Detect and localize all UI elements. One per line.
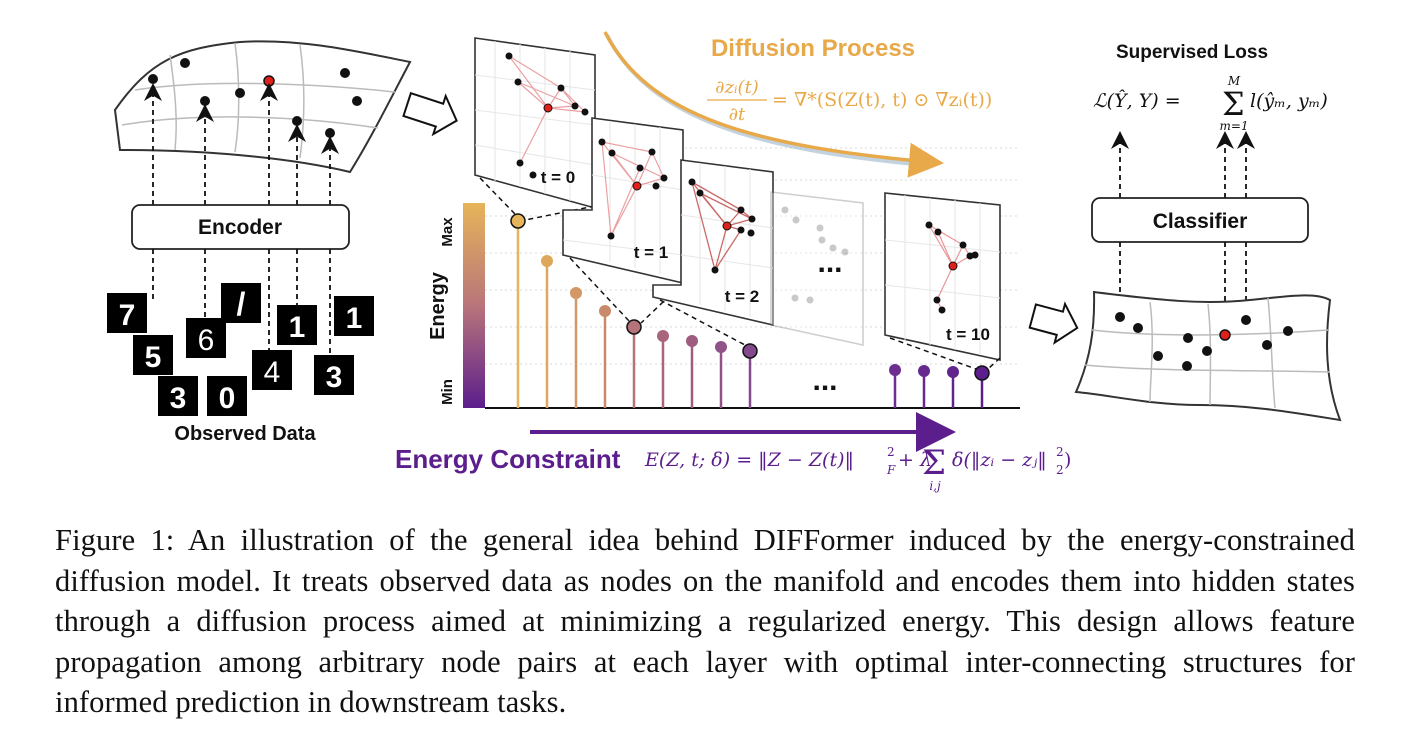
right-manifold — [1074, 290, 1342, 422]
energy-eq-sub: F — [886, 463, 896, 477]
time-label: t = 2 — [725, 287, 760, 306]
energy-eq-mid: + λ — [898, 449, 932, 471]
observed-digits: 7 5 6 / 3 0 4 1 3 1 — [107, 283, 374, 416]
node — [325, 128, 335, 138]
node — [1133, 323, 1143, 333]
diffusion-equation: ∂zᵢ(t) ∂t = ∇*(S(Z(t), t) ⊙ ∇zᵢ(t)) — [707, 77, 992, 125]
loss-eq-sum-top: M — [1227, 74, 1241, 88]
digit-tile: 3 — [326, 361, 343, 394]
energy-eq-rhs: δ(‖zᵢ − zⱼ‖ — [952, 449, 1047, 471]
digit-tile: 1 — [289, 311, 306, 344]
energy-point — [510, 213, 526, 229]
diffusion-eq-den: ∂t — [729, 104, 746, 125]
left-manifold — [113, 40, 412, 174]
time-label: t = 0 — [541, 168, 576, 187]
energy-point — [742, 343, 758, 359]
time-label: t = 10 — [946, 325, 990, 344]
digit-tile: 4 — [264, 356, 281, 389]
encoder-label: Encoder — [198, 216, 282, 239]
loss-eq-rhs: l(ŷₘ, yₘ) — [1250, 90, 1328, 112]
digit-tile: / — [237, 286, 246, 322]
digit-tile: 5 — [145, 341, 162, 374]
energy-colorbar — [463, 203, 485, 408]
snapshot-t2: t = 2 — [652, 159, 774, 327]
energy-ellipsis: ... — [812, 364, 837, 397]
energy-point — [599, 305, 611, 317]
node — [1153, 351, 1163, 361]
node — [352, 96, 362, 106]
loss-eq-sum: Σ — [1222, 85, 1245, 123]
figure-illustration: Encoder 7 5 6 / 3 0 4 1 3 1 Observed Dat… — [107, 31, 1342, 493]
diffusion-eq-rhs: = ∇*(S(Z(t), t) ⊙ ∇zᵢ(t)) — [772, 89, 992, 111]
energy-eq-sum-bottom: i,j — [929, 479, 941, 493]
energy-eq-rhs-sub: 2 — [1056, 463, 1064, 477]
energy-equation: E(Z, t; δ) = ‖Z − Z(t)‖ 2 F + λ Σ i,j δ(… — [644, 443, 1071, 493]
observed-data-label: Observed Data — [174, 423, 316, 445]
classifier-up-arrows — [1111, 131, 1255, 198]
energy-constraint-label: Energy Constraint — [395, 444, 621, 474]
time-label: t = 1 — [634, 243, 669, 262]
node — [292, 116, 302, 126]
figure-caption: Figure 1: An illustration of the general… — [55, 523, 1355, 719]
energy-eq-rhs-sup: 2 — [1056, 445, 1064, 459]
energy-point — [974, 365, 990, 381]
encoder-down-lines — [152, 249, 331, 355]
energy-plot: Max Energy Min — [427, 147, 1020, 409]
classifier-label: Classifier — [1153, 210, 1248, 233]
node — [1183, 333, 1193, 343]
diffusion-process-label: Diffusion Process — [711, 35, 915, 62]
encoder-box: Encoder — [131, 204, 350, 250]
energy-max-label: Max — [439, 217, 456, 247]
node — [1182, 361, 1192, 371]
node — [1115, 312, 1125, 322]
energy-eq-sup: 2 — [887, 445, 895, 459]
loss-equation: ℒ(Ŷ, Y) = M Σ m=1 l(ŷₘ, yₘ) — [1093, 74, 1328, 133]
node — [1202, 346, 1212, 356]
node-highlight — [1219, 329, 1231, 341]
flow-arrow-icon — [402, 91, 458, 137]
node — [1241, 315, 1251, 325]
energy-point — [570, 287, 582, 299]
digit-tile: 3 — [170, 382, 187, 415]
node — [235, 88, 245, 98]
energy-point — [918, 365, 930, 377]
diffusion-arrow — [603, 31, 944, 178]
energy-min-label: Min — [439, 379, 456, 405]
digit-tile: 6 — [198, 324, 215, 357]
loss-eq-sum-bottom: m=1 — [1219, 119, 1248, 133]
energy-eq-sum: Σ — [922, 443, 946, 483]
node — [180, 58, 190, 68]
flow-arrow-icon — [1028, 301, 1079, 345]
snapshot-t0: t = 0 — [474, 37, 596, 210]
snapshot-ellipsis: ... — [817, 246, 842, 279]
energy-point — [715, 341, 727, 353]
digit-tile: 7 — [119, 299, 136, 332]
energy-point — [686, 335, 698, 347]
node — [340, 68, 350, 78]
energy-point — [657, 330, 669, 342]
encoder-up-arrows — [144, 83, 339, 205]
loss-eq-lhs: ℒ(Ŷ, Y) = — [1093, 89, 1181, 112]
snapshot-t1: t = 1 — [562, 117, 684, 285]
energy-eq-rhs-end: ) — [1064, 449, 1071, 471]
node — [148, 74, 158, 84]
energy-point — [541, 255, 553, 267]
energy-eq-lhs: E(Z, t; δ) = ‖Z − Z(t)‖ — [644, 449, 854, 471]
classifier-box: Classifier — [1091, 197, 1309, 243]
digit-tile: 1 — [346, 302, 363, 335]
supervised-loss-label: Supervised Loss — [1116, 42, 1268, 63]
energy-point — [626, 319, 642, 335]
node — [1283, 326, 1293, 336]
energy-point — [947, 366, 959, 378]
energy-axis-label: Energy — [427, 271, 449, 340]
energy-point — [889, 364, 901, 376]
diffusion-eq-num: ∂zᵢ(t) — [715, 77, 759, 98]
digit-tile: 0 — [219, 382, 236, 415]
snapshot-t10: t = 10 — [884, 192, 1001, 361]
snapshot-faded — [770, 191, 864, 346]
node — [1262, 340, 1272, 350]
node — [200, 96, 210, 106]
node-highlight — [263, 75, 275, 87]
